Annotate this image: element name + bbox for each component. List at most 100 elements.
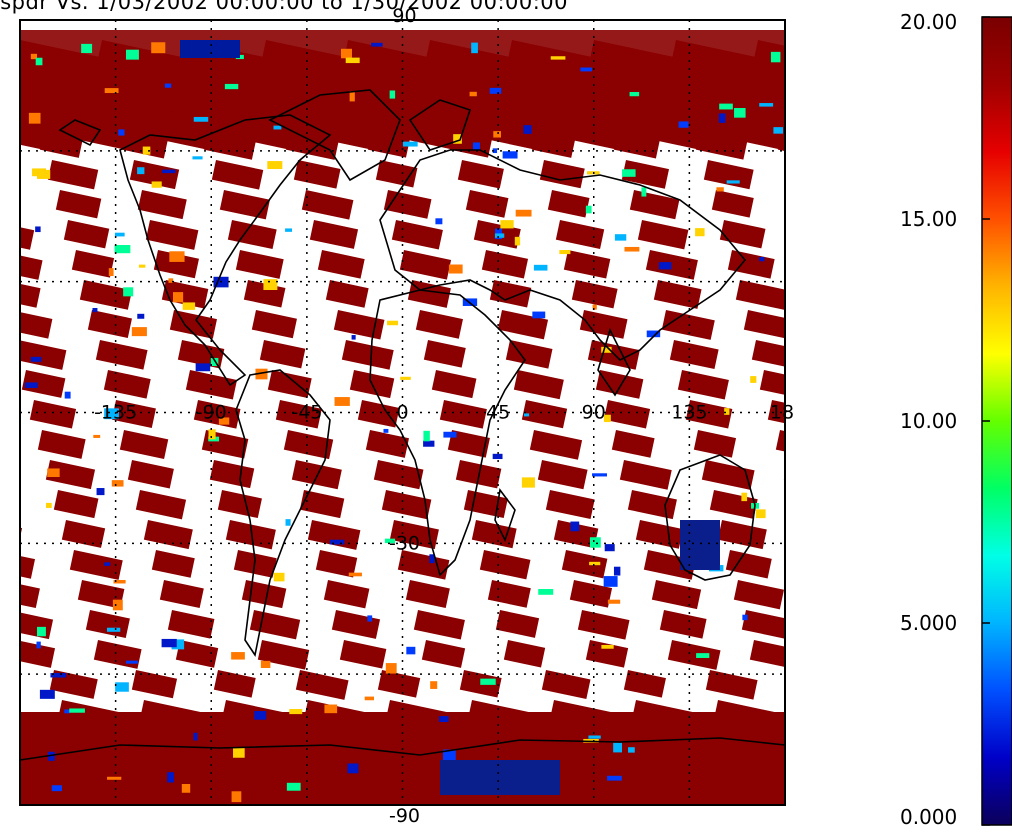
swath-segment: [800, 520, 842, 548]
low-value-patches: [25, 40, 784, 803]
value-patch: [604, 544, 615, 552]
swath-segment: [850, 100, 964, 152]
value-patch: [113, 579, 126, 584]
swath-segment: [323, 580, 370, 609]
value-patch: [442, 749, 456, 761]
value-patch: [494, 233, 505, 238]
value-patch: [406, 646, 416, 655]
value-patch: [570, 521, 580, 532]
swath-segment: [421, 640, 466, 668]
swath-segment: [555, 219, 605, 249]
swath-segment: [585, 640, 629, 668]
swath-segment: [365, 430, 409, 458]
swath-segment: [137, 190, 187, 220]
value-patch: [142, 146, 151, 155]
swath-segment: [20, 249, 43, 280]
swath-segment: [545, 490, 595, 520]
value-patch: [104, 562, 111, 566]
value-patch: [51, 785, 62, 792]
longitude-label: 90: [582, 402, 606, 424]
value-patch: [115, 682, 129, 692]
value-patch: [603, 576, 618, 587]
swath-segment: [193, 99, 308, 153]
value-patch: [471, 42, 478, 54]
swath-segment: [890, 550, 933, 578]
swath-segment: [357, 399, 400, 428]
value-patch: [641, 187, 647, 197]
swath-segment: [487, 580, 531, 608]
value-patch: [607, 599, 621, 604]
swath-segment: [571, 279, 618, 309]
value-patch: [724, 408, 730, 415]
swath-segment: [315, 550, 358, 578]
value-patch: [443, 431, 457, 438]
value-patch: [580, 67, 593, 72]
swath-segment: [20, 100, 62, 153]
value-patch: [167, 772, 175, 783]
value-patch: [589, 561, 601, 566]
value-patch: [273, 572, 285, 582]
longitude-labels: -135 -90 -45 0 45 90 135 18: [94, 402, 794, 424]
swath-segment: [611, 430, 655, 458]
swath-segment: [317, 250, 365, 279]
value-patch: [47, 468, 60, 478]
swath-segment: [741, 610, 785, 640]
value-patch: [164, 83, 172, 88]
value-patch: [489, 87, 502, 94]
value-patch: [348, 572, 362, 577]
swath-segment: [727, 250, 775, 279]
swath-segment: [637, 220, 689, 250]
value-patch: [32, 168, 46, 177]
swath-segment: [874, 490, 922, 519]
swath-segment: [479, 550, 531, 580]
swath-segment: [792, 490, 837, 518]
value-patch: [773, 127, 784, 134]
swath-segment: [20, 580, 40, 609]
swath-segment: [431, 69, 546, 123]
swath-segment: [47, 160, 99, 190]
swath-segment: [786, 160, 830, 188]
swath-segment: [349, 70, 464, 123]
value-patch: [345, 57, 360, 64]
value-patch: [523, 413, 530, 417]
swath-segment: [577, 610, 630, 640]
swath-segment: [399, 250, 452, 280]
swath-segment: [539, 159, 585, 189]
value-patch: [231, 791, 242, 803]
swath-segment: [621, 160, 670, 189]
swath-segment: [275, 399, 322, 429]
swath-segment: [159, 580, 204, 609]
value-patch: [385, 663, 397, 674]
value-patch: [367, 615, 373, 622]
swath-segment: [850, 400, 895, 428]
swath-segment: [719, 220, 766, 249]
swath-segment: [547, 189, 590, 218]
swath-segment: [293, 160, 341, 189]
value-patch: [137, 313, 145, 319]
swath-segment: [908, 310, 960, 340]
swath-segment: [20, 490, 21, 520]
latitude-label: -90: [389, 805, 420, 827]
swath-segment: [834, 40, 948, 92]
value-patch: [36, 626, 46, 637]
value-patch: [36, 641, 41, 649]
swath-segment: [677, 370, 729, 400]
swath-segment: [749, 640, 785, 669]
value-patch: [96, 488, 105, 496]
swath-segment: [619, 460, 672, 490]
swath-segment: [563, 250, 611, 279]
value-patch: [538, 588, 554, 595]
value-patch: [349, 91, 355, 102]
value-patch: [172, 292, 184, 303]
value-patch: [515, 209, 532, 217]
swath-segment: [0, 130, 5, 159]
value-patch: [364, 696, 374, 701]
value-patch: [502, 151, 518, 159]
value-patch: [340, 48, 352, 59]
value-patch: [585, 205, 592, 214]
value-patch: [285, 519, 291, 526]
swath-segment: [659, 610, 707, 639]
swath-segment: [185, 70, 300, 123]
swath-segment: [367, 130, 411, 158]
swath-segment: [892, 250, 939, 279]
